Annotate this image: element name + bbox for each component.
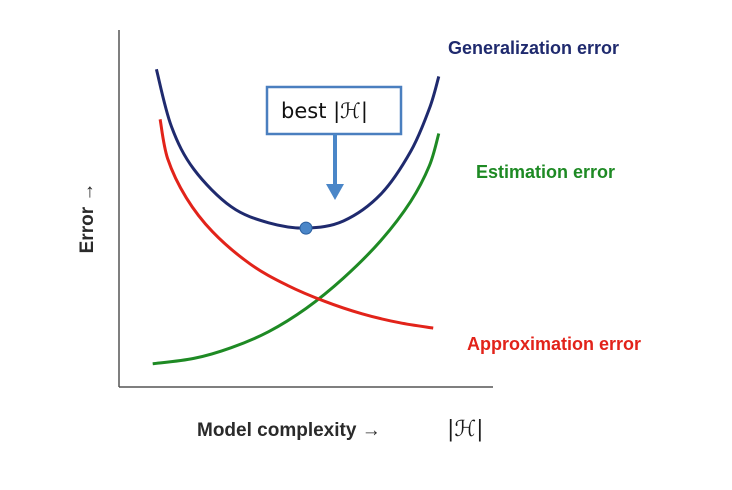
- best-point-marker: [299, 221, 313, 235]
- y-axis-label: Error →: [77, 183, 98, 254]
- series-label-generalization-error: Generalization error: [448, 38, 619, 58]
- series-label-approximation-error: Approximation error: [467, 334, 641, 354]
- annotation-arrowhead: [326, 184, 344, 200]
- x-axis-label: Model complexity →: [197, 420, 381, 441]
- series-line-estimation-error: [152, 133, 441, 366]
- series-label-estimation-error: Estimation error: [476, 162, 615, 182]
- annotation-text: best |ℋ|: [281, 99, 368, 124]
- annotation-box: [265, 85, 403, 136]
- x-axis-symbol: |ℋ|: [447, 417, 484, 442]
- series-line-approximation-error: [158, 119, 434, 330]
